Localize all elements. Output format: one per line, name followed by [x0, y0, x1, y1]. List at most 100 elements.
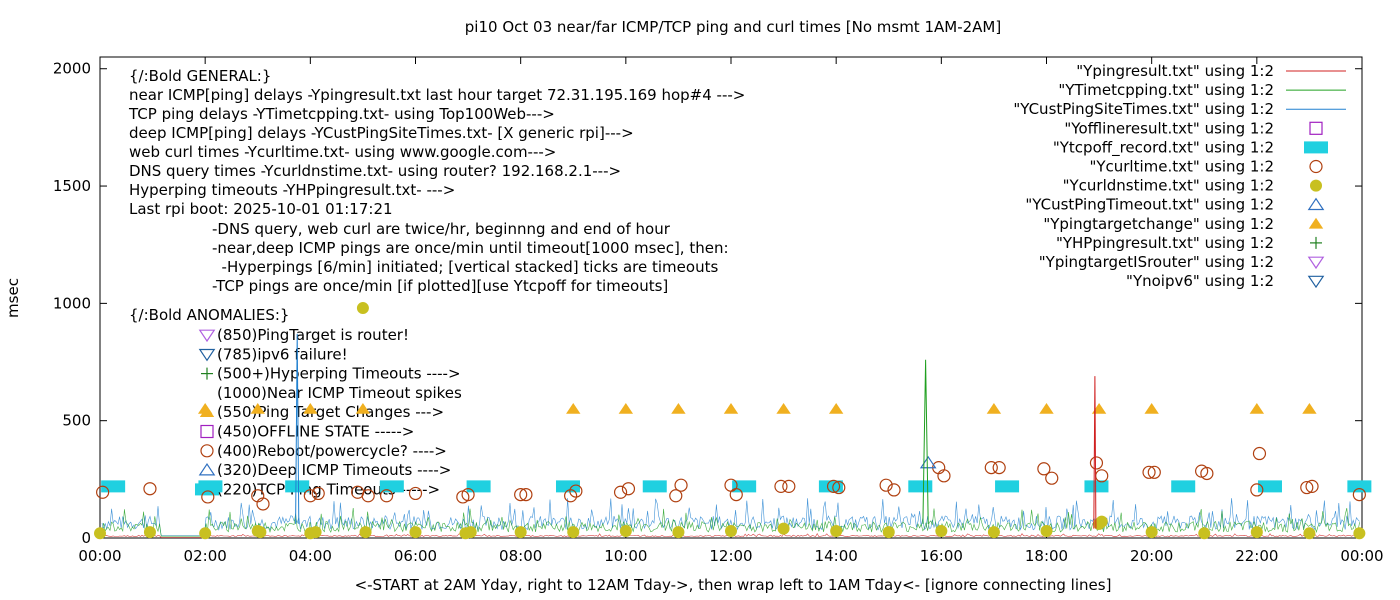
data-point — [826, 479, 841, 493]
data-point — [1250, 526, 1263, 539]
anomaly-list: (850)PingTarget is router!(785)ipv6 fail… — [195, 326, 462, 498]
data-point — [818, 480, 843, 493]
anomaly-label: (1000)Near ICMP Timeout spikes — [217, 384, 462, 402]
x-tick-label: 02:00 — [184, 547, 227, 565]
data-point — [254, 526, 267, 539]
data-point — [723, 402, 739, 414]
spike-line — [295, 333, 300, 524]
anomaly-label: (220)TCP Ping Timeouts -----> — [217, 480, 440, 498]
data-point — [197, 402, 213, 414]
anomaly-label: (400)Reboot/powercycle? ----> — [217, 442, 447, 460]
legend-marker — [1307, 197, 1325, 211]
data-point — [669, 489, 683, 503]
data-point — [992, 461, 1006, 475]
anomaly-marker — [200, 444, 214, 458]
x-tick-label: 10:00 — [604, 547, 647, 565]
general-line: TCP ping delays -YTimetcpping.txt- using… — [128, 105, 555, 123]
data-point — [1198, 527, 1211, 540]
legend-label: "Ycurltime.txt" using 1:2 — [1089, 158, 1274, 176]
legend-marker — [1309, 121, 1323, 135]
anomaly-label: (550)Ping Target Changes ---> — [217, 403, 444, 421]
spike-line — [922, 359, 929, 524]
data-point — [1353, 527, 1366, 540]
data-point — [1171, 480, 1196, 493]
data-point — [725, 524, 737, 537]
legend-marker — [1309, 159, 1323, 174]
anomaly-marker — [200, 424, 214, 439]
data-point — [1040, 524, 1053, 537]
data-point — [201, 490, 215, 504]
legend-label: "YCustPingSiteTimes.txt" using 1:2 — [1013, 100, 1274, 118]
x-tick-label: 08:00 — [499, 547, 542, 565]
data-point — [1252, 446, 1267, 461]
series-layer — [94, 302, 1372, 540]
data-point — [1147, 465, 1161, 479]
data-point — [555, 480, 580, 493]
data-point — [303, 489, 317, 503]
legend-label: "YpingtargetISrouter" using 1:2 — [1039, 253, 1274, 271]
x-tick-label: 12:00 — [709, 547, 752, 565]
data-point — [776, 402, 791, 414]
legend-marker — [1310, 179, 1322, 192]
data-point — [143, 482, 157, 496]
general-line: deep ICMP[ping] delays -YCustPingSiteTim… — [129, 124, 634, 142]
note-line: -DNS query, web curl are twice/hr, begin… — [212, 220, 671, 238]
data-point — [828, 402, 844, 414]
data-point — [198, 480, 223, 493]
x-tick-label: 00:00 — [78, 547, 121, 565]
data-point — [356, 302, 369, 315]
x-tick-label: 20:00 — [1130, 547, 1173, 565]
data-point — [1144, 402, 1159, 414]
note-line: -near,deep ICMP pings are once/min until… — [212, 239, 729, 257]
data-point — [935, 524, 948, 537]
data-point — [782, 479, 796, 493]
data-point — [409, 526, 422, 539]
data-point — [464, 526, 477, 539]
legend-label: "Ypingresult.txt" using 1:2 — [1076, 62, 1274, 80]
data-point — [1200, 466, 1214, 481]
data-point — [642, 480, 667, 493]
data-point — [94, 527, 106, 540]
note-line: -TCP pings are once/min [if plotted][use… — [212, 277, 668, 295]
general-line: Hyperping timeouts -YHPpingresult.txt- -… — [129, 181, 455, 199]
spike-line — [1093, 376, 1097, 529]
data-point — [1257, 480, 1282, 493]
legend-marker — [1310, 236, 1322, 249]
data-point — [919, 455, 937, 469]
data-point — [937, 469, 951, 483]
data-point — [619, 524, 632, 537]
anomaly-label: (450)OFFLINE STATE -----> — [217, 423, 414, 441]
data-point — [303, 402, 318, 414]
x-tick-label: 16:00 — [920, 547, 963, 565]
data-point — [567, 526, 580, 539]
data-point — [101, 480, 126, 493]
anomaly-marker — [198, 348, 216, 362]
legend-label: "Yofflineresult.txt" using 1:2 — [1064, 119, 1274, 137]
y-tick-label: 500 — [62, 412, 91, 430]
anomaly-marker — [201, 367, 213, 380]
data-point — [519, 487, 533, 502]
data-point — [1091, 402, 1107, 414]
data-point — [1084, 480, 1109, 493]
legend-label: "Ynoipv6" using 1:2 — [1126, 272, 1274, 290]
data-point — [1303, 527, 1316, 540]
general-header: {/:Bold GENERAL:} — [129, 67, 271, 85]
data-point — [1095, 469, 1109, 483]
data-point — [618, 402, 634, 414]
y-tick-label: 1000 — [53, 294, 91, 312]
data-point — [887, 483, 901, 497]
data-point — [1142, 465, 1156, 479]
data-point — [832, 480, 846, 495]
data-point — [1300, 480, 1314, 495]
data-point — [408, 486, 423, 501]
y-axis: 0 500 1000 1500 2000 — [53, 60, 1362, 547]
anomaly-label: (320)Deep ICMP Timeouts ----> — [217, 461, 451, 479]
data-point — [1352, 487, 1366, 502]
data-point — [379, 489, 394, 503]
data-point — [1145, 526, 1158, 539]
data-point — [514, 487, 528, 502]
y-tick-label: 0 — [81, 529, 91, 547]
data-point — [285, 480, 310, 493]
data-point — [729, 487, 743, 502]
legend-marker — [1307, 275, 1325, 289]
